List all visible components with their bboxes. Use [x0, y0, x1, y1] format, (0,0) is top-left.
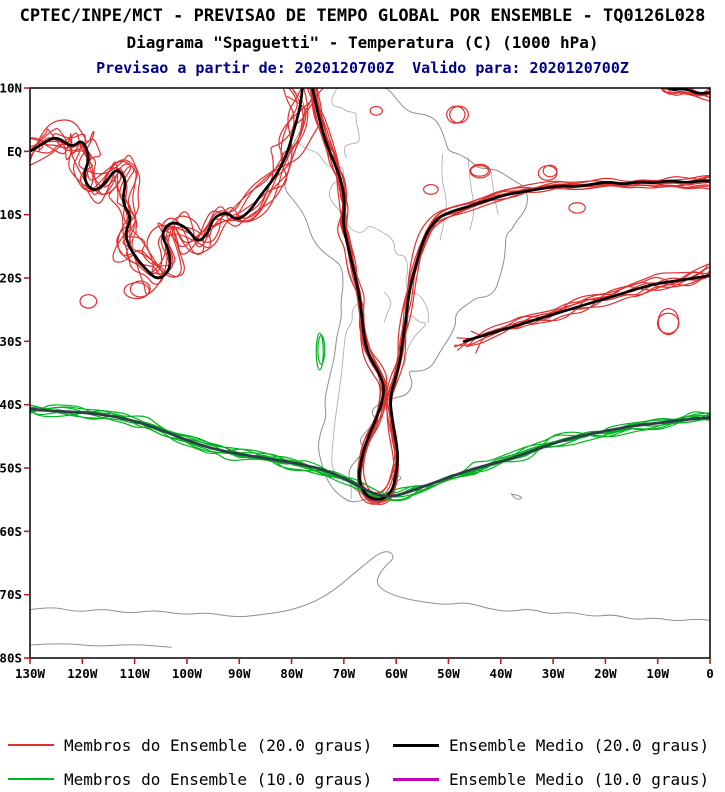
x-tick-label: 70W: [333, 666, 356, 680]
ensemble-mean-20c: [311, 88, 710, 501]
ensemble-member-10c: [30, 409, 708, 496]
map-plot: 130W 120W 110W 100W 90W 80W 70W 60W 50W 40W 30W 20W…: [0, 81, 714, 681]
ensemble-mean-20c: [665, 88, 710, 95]
contour-loop-20c: [449, 105, 469, 124]
coastline: [510, 493, 522, 500]
ensemble-member-20c: [456, 266, 710, 351]
coastline: [30, 643, 172, 648]
country-border: [345, 220, 429, 324]
ensemble-member-20c: [475, 263, 710, 354]
x-tick-label: 40W: [489, 666, 512, 680]
contour-loop-10c: [317, 334, 326, 365]
contour-loop-20c: [656, 312, 680, 334]
ensemble-member-20c: [467, 271, 710, 347]
contour-loop-20c: [129, 280, 151, 298]
y-tick-label: 80S: [0, 651, 22, 666]
ensemble-member-20c: [30, 88, 295, 275]
x-tick-label: 60W: [385, 666, 408, 680]
country-border: [331, 88, 360, 159]
contour-loop-10c: [315, 332, 324, 371]
members-10-line-swatch: [8, 778, 54, 780]
legend-row-1: Membros do Ensemble (20.0 graus) Ensembl…: [8, 734, 725, 756]
ensemble-member-20c: [660, 88, 710, 102]
x-tick-label: 130W: [15, 666, 46, 680]
y-tick-label: 10S: [0, 207, 22, 222]
x-tick-label: 110W: [120, 666, 151, 680]
ensemble-member-20c: [30, 88, 309, 276]
chart-title-line2: Diagrama "Spaguetti" - Temperatura (C) (…: [126, 33, 599, 52]
country-border: [331, 262, 359, 500]
contour-loop-20c: [79, 294, 98, 309]
contour-loop-20c: [542, 164, 558, 178]
country-border: [467, 157, 475, 231]
ensemble-member-20c: [316, 88, 710, 503]
ensemble-member-20c: [660, 88, 710, 97]
y-tick-label: 30S: [0, 334, 22, 349]
ensemble-member-20c: [313, 88, 710, 504]
y-tick-label: 40S: [0, 397, 22, 412]
chart-forecast-valid-line: Previsao a partir de: 2020120700Z Valido…: [96, 59, 629, 77]
legend-item-members-20: Membros do Ensemble (20.0 graus): [8, 736, 393, 755]
ensemble-member-20c: [39, 99, 322, 295]
contour-loop-20c: [369, 105, 383, 116]
map-layers: [30, 88, 710, 648]
x-tick-label: 30W: [542, 666, 565, 680]
contour-loop-20c: [470, 164, 490, 177]
legend-item-members-10: Membros do Ensemble (10.0 graus): [8, 770, 393, 789]
contour-loop-20c: [537, 165, 558, 181]
contour-loop-20c: [123, 282, 150, 300]
y-tick-label: 10N: [0, 81, 22, 96]
y-axis: 10N EQ 10S 20S 30S 40S 50S 60S 70S 80S: [0, 81, 30, 666]
y-tick-label: 20S: [0, 271, 22, 286]
contour-loop-20c: [423, 183, 439, 195]
legend-label-mean-20: Ensemble Medio (20.0 graus): [449, 735, 710, 755]
map-frame: [29, 87, 711, 659]
legend-item-mean-20: Ensemble Medio (20.0 graus): [393, 736, 725, 755]
chart-title-line1: CPTEC/INPE/MCT - PREVISAO DE TEMPO GLOBA…: [19, 6, 706, 26]
ensemble-member-20c: [30, 88, 325, 278]
legend-label-members-20: Membros do Ensemble (20.0 graus): [64, 735, 373, 755]
contour-loop-20c: [568, 202, 587, 214]
ensemble-member-20c: [315, 88, 710, 506]
country-border: [403, 315, 426, 367]
coastline: [30, 551, 710, 622]
x-tick-label: 50W: [437, 666, 460, 680]
ensemble-mean-20c: [462, 274, 710, 343]
legend-row-2: Membros do Ensemble (10.0 graus) Ensembl…: [8, 768, 725, 790]
mean-20-line-swatch: [393, 743, 439, 747]
x-tick-label: 80W: [280, 666, 303, 680]
ensemble-member-20c: [465, 263, 708, 348]
members-20-line-swatch: [8, 744, 54, 746]
x-tick-label: 90W: [228, 666, 251, 680]
legend: Membros do Ensemble (20.0 graus) Ensembl…: [8, 734, 725, 792]
ensemble-member-20c: [30, 88, 304, 273]
country-border: [383, 291, 392, 323]
x-tick-label: 100W: [172, 666, 203, 680]
legend-label-mean-10: Ensemble Medio (10.0 graus): [449, 769, 710, 789]
country-border: [296, 142, 347, 222]
ensemble-mean-10c: [30, 407, 710, 498]
y-tick-label: 60S: [0, 524, 22, 539]
ensemble-mean-20c: [30, 88, 304, 280]
ensemble-member-20c: [30, 92, 319, 277]
ensemble-member-20c: [30, 88, 303, 267]
x-tick-label: 0: [706, 666, 714, 680]
mean-10-line-swatch: [393, 777, 439, 781]
country-border: [439, 154, 447, 241]
y-tick-label: 70S: [0, 587, 22, 602]
x-tick-label: 120W: [67, 666, 98, 680]
legend-label-members-10: Membros do Ensemble (10.0 graus): [64, 769, 373, 789]
x-tick-label: 20W: [594, 666, 617, 680]
x-tick-label: 10W: [646, 666, 669, 680]
y-tick-label: EQ: [7, 144, 22, 159]
y-tick-label: 50S: [0, 461, 22, 476]
x-axis: 130W 120W 110W 100W 90W 80W 70W 60W 50W 40W 30W 20W…: [15, 658, 714, 680]
legend-item-mean-10: Ensemble Medio (10.0 graus): [393, 770, 725, 789]
